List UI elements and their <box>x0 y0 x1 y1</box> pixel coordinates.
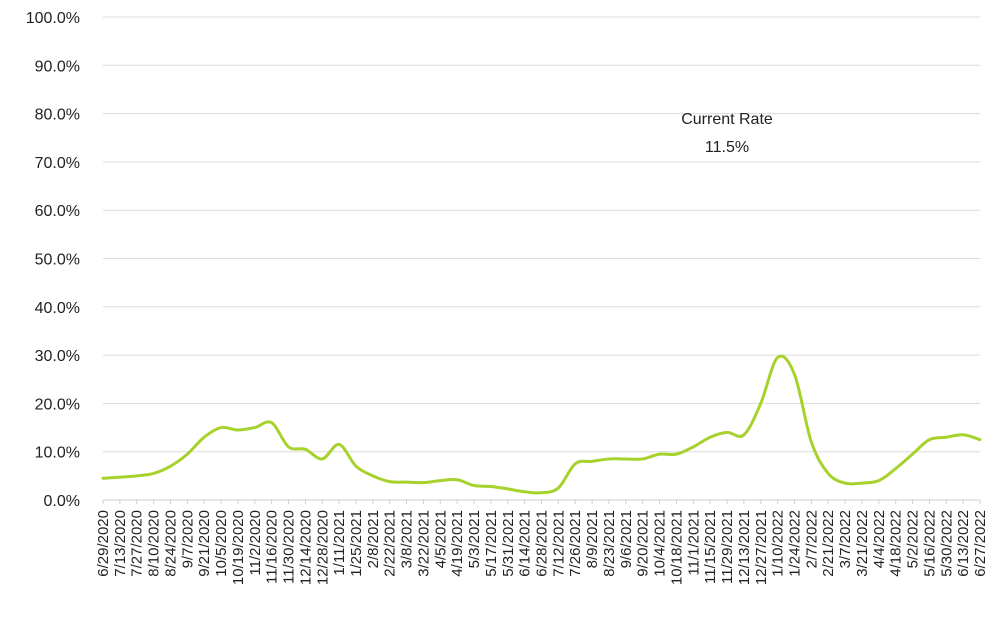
series-line-0 <box>101 354 982 495</box>
x-tick-label: 1/11/2021 <box>331 510 348 576</box>
y-tick-label: 20.0% <box>35 396 80 413</box>
x-tick-label: 9/7/2020 <box>179 510 196 568</box>
x-tick-label: 6/13/2022 <box>955 510 972 577</box>
gridlines <box>103 16 980 453</box>
x-tick-label: 12/14/2020 <box>297 510 314 585</box>
x-tick-label: 8/10/2020 <box>146 510 163 577</box>
y-tick-label: 30.0% <box>35 348 80 365</box>
x-tick-label: 5/16/2022 <box>921 510 938 577</box>
x-tick-label: 11/1/2021 <box>685 510 702 576</box>
x-tick-label: 11/16/2020 <box>264 510 281 584</box>
x-tick-label: 10/18/2021 <box>668 510 685 585</box>
x-tick-label: 5/17/2021 <box>483 510 500 577</box>
x-tick-label: 11/15/2021 <box>702 510 719 584</box>
x-tick-label: 11/2/2020 <box>247 510 264 576</box>
x-tick-label: 8/9/2021 <box>584 510 601 568</box>
x-tick-label: 7/12/2021 <box>550 510 567 577</box>
x-tick-label: 12/28/2020 <box>314 510 331 585</box>
annotation-line-2: 11.5% <box>705 139 749 156</box>
x-tick-label: 10/4/2021 <box>652 510 669 577</box>
series-layer <box>101 354 982 495</box>
x-tick-label: 12/13/2021 <box>736 510 753 585</box>
annotation-line-1: Current Rate <box>681 111 773 128</box>
x-tick-label: 6/27/2022 <box>972 510 989 577</box>
x-tick-label: 1/10/2022 <box>770 510 787 577</box>
x-tick-label: 5/3/2021 <box>466 510 483 568</box>
x-tick-label: 9/21/2020 <box>196 510 213 577</box>
x-tick-label: 7/26/2021 <box>567 510 584 577</box>
x-tick-label: 2/8/2021 <box>365 510 382 568</box>
x-tick-label: 6/29/2020 <box>95 510 112 577</box>
x-tick-label: 3/21/2022 <box>854 510 871 577</box>
y-tick-label: 60.0% <box>35 203 80 220</box>
y-tick-label: 10.0% <box>35 445 80 462</box>
x-tick-label: 3/7/2022 <box>837 510 854 568</box>
y-tick-label: 0.0% <box>44 493 80 510</box>
x-tick-label: 3/22/2021 <box>415 510 432 577</box>
x-axis-ticks: 6/29/2020 7/13/2020 7/27/2020 8/10/2020 8/24… <box>95 500 989 585</box>
x-tick-label: 8/23/2021 <box>601 510 618 577</box>
y-tick-label: 100.0% <box>26 10 80 27</box>
x-tick-label: 7/13/2020 <box>112 510 129 577</box>
x-tick-label: 2/21/2022 <box>820 510 837 577</box>
x-tick-label: 10/5/2020 <box>213 510 230 577</box>
x-tick-label: 12/27/2021 <box>753 510 770 585</box>
x-tick-label: 2/7/2022 <box>803 510 820 568</box>
x-tick-label: 2/22/2021 <box>382 510 399 577</box>
x-tick-label: 1/24/2022 <box>786 510 803 577</box>
x-tick-label: 5/2/2022 <box>905 510 922 568</box>
x-tick-label: 4/5/2021 <box>432 510 449 568</box>
x-tick-label: 4/19/2021 <box>449 510 466 577</box>
x-tick-label: 5/30/2022 <box>938 510 955 577</box>
x-tick-label: 11/29/2021 <box>719 510 736 584</box>
x-tick-label: 6/14/2021 <box>517 510 534 577</box>
y-axis-ticks: 0.0% 10.0% 20.0% 30.0% 40.0% 50.0% 60.0% 70.0% 8… <box>26 10 80 510</box>
x-tick-label: 4/4/2022 <box>871 510 888 568</box>
x-tick-label: 6/28/2021 <box>534 510 551 577</box>
y-tick-label: 70.0% <box>35 155 80 172</box>
x-tick-label: 10/19/2020 <box>230 510 247 585</box>
x-tick-label: 8/24/2020 <box>162 510 179 577</box>
x-tick-label: 7/27/2020 <box>129 510 146 577</box>
x-tick-label: 11/30/2020 <box>281 510 298 584</box>
x-tick-label: 4/18/2022 <box>888 510 905 577</box>
y-tick-label: 40.0% <box>35 300 80 317</box>
x-tick-label: 3/8/2021 <box>399 510 416 568</box>
y-tick-label: 80.0% <box>35 107 80 124</box>
y-tick-label: 90.0% <box>35 58 80 75</box>
x-tick-label: 9/6/2021 <box>618 510 635 568</box>
x-tick-label: 1/25/2021 <box>348 510 365 577</box>
x-tick-label: 5/31/2021 <box>500 510 517 577</box>
y-tick-label: 50.0% <box>35 252 80 269</box>
x-tick-label: 9/20/2021 <box>635 510 652 577</box>
